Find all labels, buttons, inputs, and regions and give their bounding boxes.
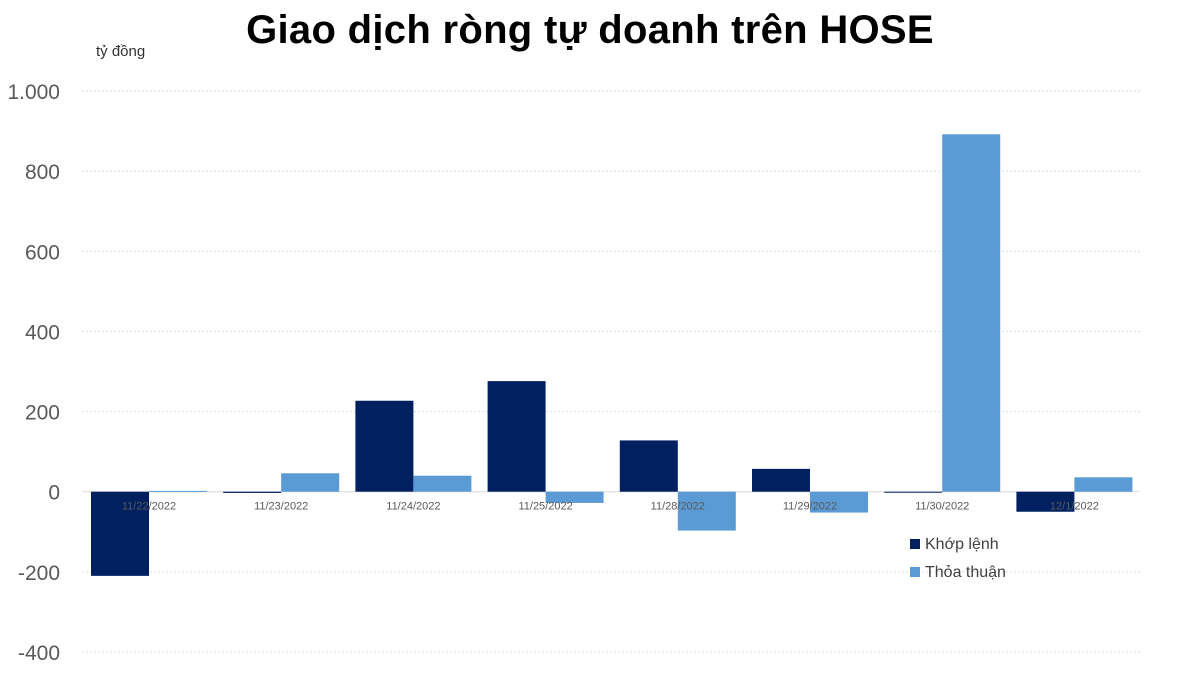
x-tick-label: 11/24/2022 [386, 501, 440, 513]
bar-khop-lenh [619, 440, 678, 492]
bar-khop-lenh [884, 491, 943, 493]
x-tick-label: 11/29/2022 [783, 501, 837, 513]
x-tick-label: 12/1/2022 [1050, 501, 1099, 513]
x-tick-label: 11/22/2022 [122, 501, 176, 513]
bar-khop-lenh [223, 491, 282, 493]
bar-thoa-thuan [545, 491, 604, 503]
bar-khop-lenh [355, 400, 414, 492]
legend-swatch [910, 539, 920, 549]
bar-khop-lenh [487, 381, 546, 492]
bar-khop-lenh [752, 468, 810, 492]
x-tick-label: 11/28/2022 [651, 501, 705, 513]
bar-thoa-thuan [149, 490, 207, 492]
y-tick-label: 1.000 [7, 81, 60, 104]
legend-label: Khớp lệnh [925, 536, 999, 553]
bar-khop-lenh [1016, 491, 1075, 512]
y-tick-label: 200 [25, 402, 60, 425]
y-axis-unit-label: tỷ đồng [96, 43, 146, 60]
x-tick-label: 11/25/2022 [518, 501, 572, 513]
y-tick-label: -400 [18, 642, 60, 665]
x-tick-label: 11/23/2022 [254, 501, 308, 513]
bar-thoa-thuan [810, 491, 868, 513]
legend-swatch [910, 567, 920, 577]
chart-title: Giao dịch ròng tự doanh trên HOSE [246, 8, 934, 52]
y-tick-label: -200 [18, 562, 60, 585]
bar-thoa-thuan [942, 134, 1001, 492]
legend: Khớp lệnh Thỏa thuận [910, 536, 1006, 581]
bar-thoa-thuan [281, 473, 340, 492]
y-tick-label: 0 [48, 482, 60, 505]
bar-thoa-thuan [413, 475, 472, 492]
bar-thoa-thuan [677, 491, 736, 531]
bars [91, 134, 1133, 576]
legend-label: Thỏa thuận [925, 564, 1006, 581]
x-axis-ticks: 11/22/2022 11/23/2022 11/24/2022 11/25/2022… [122, 501, 1099, 513]
y-tick-label: 400 [25, 321, 60, 344]
x-tick-label: 11/30/2022 [915, 501, 969, 513]
y-tick-label: 600 [25, 241, 60, 264]
bar-thoa-thuan [1074, 477, 1133, 492]
bar-khop-lenh [91, 491, 149, 576]
y-tick-label: 800 [25, 161, 60, 184]
y-axis-ticks: 1.000 800 600 400 200 0 -200 -400 [7, 81, 60, 665]
